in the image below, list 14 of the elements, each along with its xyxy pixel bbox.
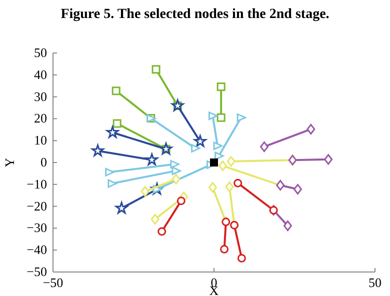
- y-tick-label: −30: [26, 220, 47, 236]
- y-tick-label: 0: [40, 154, 47, 170]
- y-tick-label: 10: [34, 132, 47, 148]
- chart-title: Figure 5. The selected nodes in the 2nd stage.: [60, 7, 330, 22]
- y-tick-label: −10: [26, 176, 47, 192]
- y-tick-label: −40: [26, 242, 47, 258]
- y-tick-label: −20: [26, 198, 47, 214]
- x-tick-label: 50: [368, 275, 382, 290]
- y-tick-label: 30: [34, 88, 47, 104]
- y-tick-label: 20: [34, 110, 47, 126]
- y-tick-label: 40: [34, 66, 47, 82]
- y-axis-title: Y: [2, 157, 17, 168]
- y-tick-label: −50: [26, 264, 47, 279]
- y-tick-label: 50: [34, 45, 47, 60]
